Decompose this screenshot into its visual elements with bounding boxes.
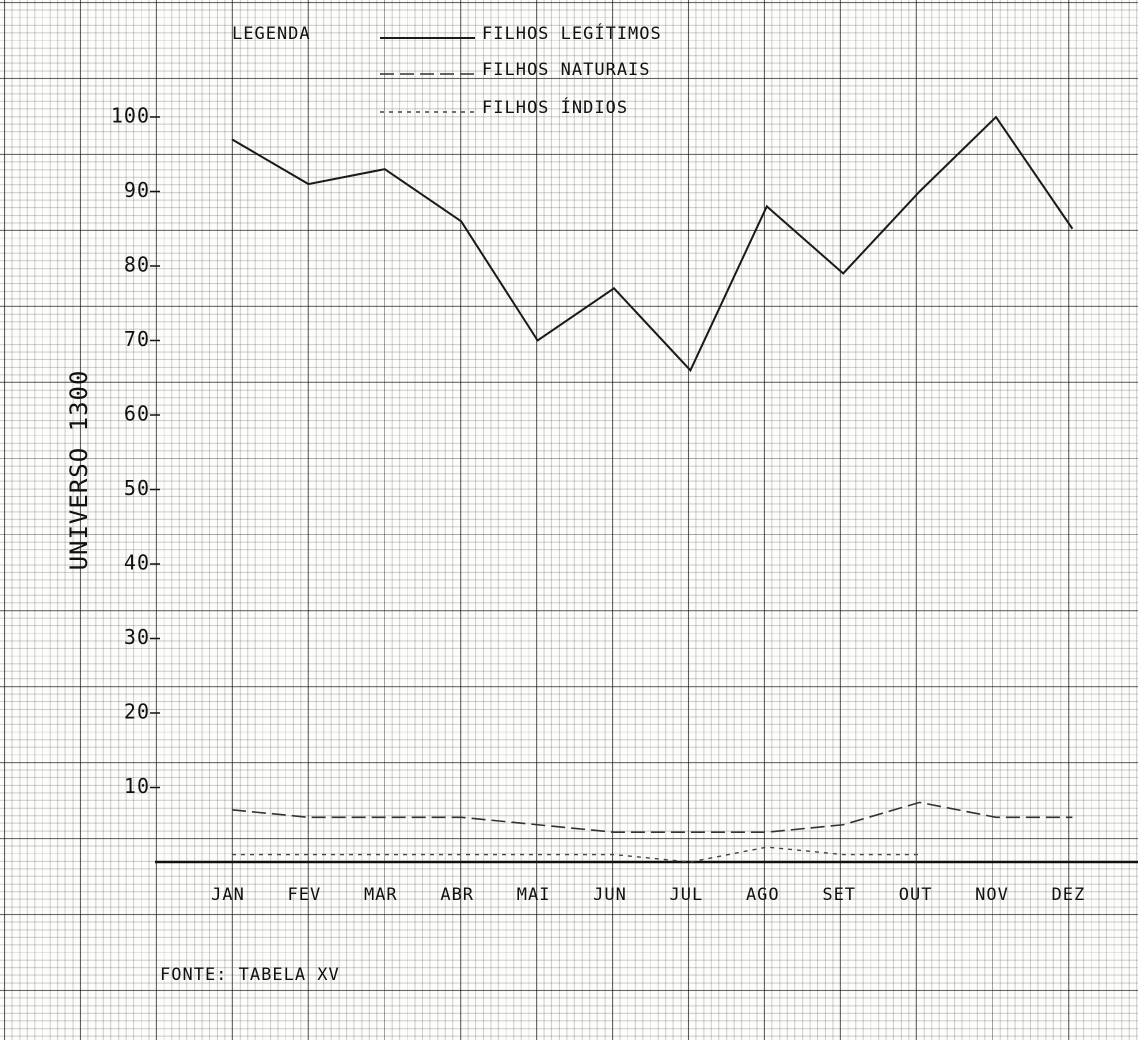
y-tick-label: 70	[124, 327, 150, 351]
x-tick-label: SET	[822, 885, 856, 905]
series-line	[232, 847, 920, 862]
y-tick-label: 40	[124, 551, 150, 575]
source-note: FONTE: TABELA XV	[160, 965, 340, 985]
legend-label: FILHOS LEGÍTIMOS	[482, 22, 662, 44]
y-axis-label: UNIVERSO 1300	[65, 370, 93, 571]
x-tick-label: ABR	[440, 885, 474, 905]
legend-label: FILHOS ÍNDIOS	[482, 96, 628, 118]
chart: LEGENDA UNIVERSO 1300 FONTE: TABELA XV 1…	[0, 0, 1138, 1040]
x-tick-label: NOV	[975, 885, 1009, 905]
x-tick-label: JUL	[670, 885, 704, 905]
y-tick-label: 60	[124, 402, 150, 426]
x-tick-label: AGO	[746, 885, 780, 905]
x-tick-label: DEZ	[1052, 885, 1086, 905]
x-tick-label: JAN	[211, 885, 245, 905]
y-tick-label: 100	[111, 104, 150, 128]
legend-title: LEGENDA	[232, 24, 311, 44]
legend-label: FILHOS NATURAIS	[482, 60, 651, 80]
x-tick-label: MAR	[364, 885, 398, 905]
y-tick-label: 30	[124, 625, 150, 649]
y-tick-label: 20	[124, 700, 150, 724]
x-tick-label: JUN	[593, 885, 627, 905]
y-tick-label: 80	[124, 253, 150, 277]
series-line	[232, 802, 1072, 832]
y-tick-label: 90	[124, 178, 150, 202]
series-line	[232, 117, 1072, 370]
x-tick-label: MAI	[517, 885, 551, 905]
y-tick-label: 50	[124, 476, 150, 500]
y-tick-label: 10	[124, 774, 150, 798]
x-tick-label: FEV	[288, 885, 322, 905]
page: LEGENDA UNIVERSO 1300 FONTE: TABELA XV 1…	[0, 0, 1138, 1040]
x-tick-label: OUT	[899, 885, 933, 905]
